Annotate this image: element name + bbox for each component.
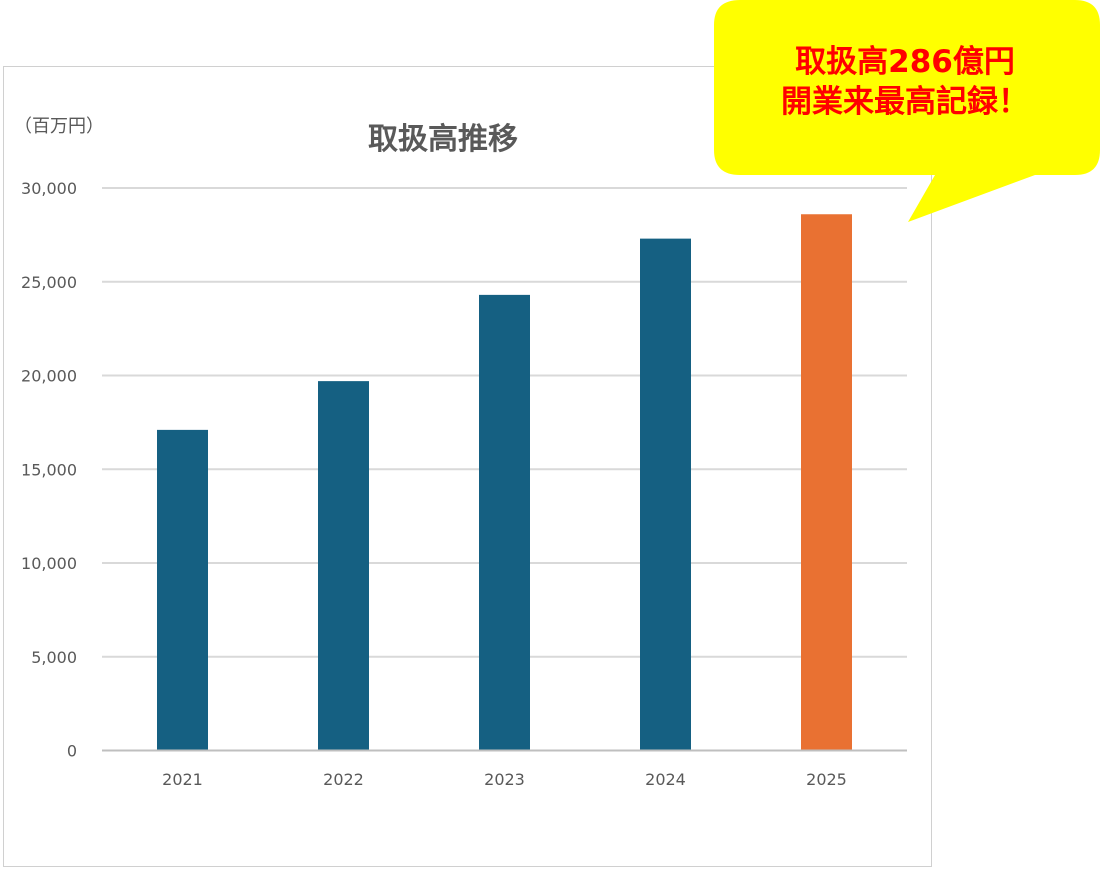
x-tick-label: 2025 xyxy=(806,770,847,789)
y-tick-label: 10,000 xyxy=(21,554,77,573)
x-tick-label: 2023 xyxy=(484,770,525,789)
y-tick-label: 30,000 xyxy=(21,179,77,198)
chart-title: 取扱高推移 xyxy=(368,122,518,157)
callout-line-2: 開業来最高記録！ xyxy=(781,84,1029,120)
y-tick-label: 15,000 xyxy=(21,460,77,479)
callout-text: 取扱高286億円 開業来最高記録！ xyxy=(740,42,1070,122)
y-axis-unit-label: （百万円） xyxy=(14,116,104,137)
bar-2024 xyxy=(640,238,691,750)
y-tick-label: 5,000 xyxy=(31,648,77,667)
callout-shape xyxy=(714,0,1100,222)
y-tick-label: 0 xyxy=(67,742,77,761)
y-tick-label: 25,000 xyxy=(21,273,77,292)
bar-2022 xyxy=(318,381,369,750)
x-tick-label: 2024 xyxy=(645,770,686,789)
callout-line-1: 取扱高286億円 xyxy=(795,44,1015,80)
bar-2025 xyxy=(801,214,852,750)
y-tick-label: 20,000 xyxy=(21,367,77,386)
bar-2021 xyxy=(157,429,208,750)
x-tick-label: 2022 xyxy=(323,770,364,789)
bar-2023 xyxy=(479,294,530,750)
x-tick-label: 2021 xyxy=(162,770,203,789)
